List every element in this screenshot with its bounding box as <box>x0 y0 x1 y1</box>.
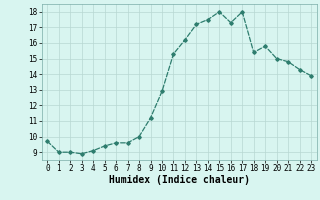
X-axis label: Humidex (Indice chaleur): Humidex (Indice chaleur) <box>109 175 250 185</box>
